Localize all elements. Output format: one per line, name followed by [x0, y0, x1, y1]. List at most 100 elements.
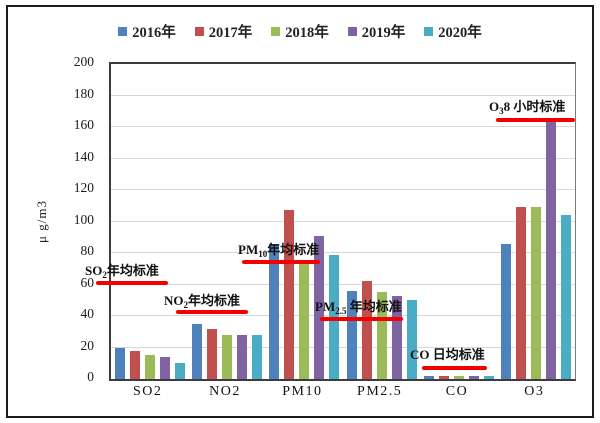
- standard-label-part: 10: [258, 249, 268, 259]
- standard-label-part: NO: [164, 293, 184, 308]
- gridline: [111, 346, 575, 348]
- gridline: [111, 315, 575, 316]
- bar: [501, 243, 512, 379]
- gridline: [111, 94, 575, 96]
- standard-label-part: 8 小时标准: [503, 99, 566, 114]
- legend-swatch-icon: [271, 26, 281, 36]
- standard-line: [320, 316, 403, 321]
- y-tick-label: 60: [80, 274, 95, 290]
- standard-label-part: O: [489, 99, 500, 114]
- standard-label-part: 2: [102, 270, 107, 280]
- x-axis-label: CO: [445, 384, 469, 399]
- bar: [299, 264, 310, 379]
- standard-line: [242, 260, 320, 265]
- standard-label: NO2年均标准: [164, 293, 240, 313]
- legend-swatch-icon: [347, 26, 357, 36]
- legend-label: 2020年: [438, 24, 482, 41]
- standard-label: PM10年均标准: [238, 242, 319, 262]
- standard-label-part: 年均标准: [106, 263, 159, 278]
- bar: [406, 300, 417, 379]
- legend: 2016年 2017年 2018年 2019年 2020年: [0, 20, 600, 42]
- bar: [144, 355, 155, 379]
- standard-label-part: 年均标准: [267, 242, 320, 257]
- standard-label-part: 年均标准: [188, 293, 241, 308]
- bar: [192, 323, 202, 379]
- y-tick-label: 40: [80, 306, 95, 321]
- y-tick-label: 120: [73, 180, 94, 195]
- legend-label: 2018年: [285, 24, 329, 41]
- x-axis-label: NO2: [209, 384, 241, 399]
- standard-label: CO 日均标准: [410, 347, 485, 367]
- gridline: [111, 189, 575, 190]
- bar: [252, 334, 262, 379]
- legend-label: 2016年: [132, 24, 176, 41]
- standard-line: [96, 280, 168, 285]
- bar: [546, 119, 557, 379]
- bar: [237, 334, 247, 379]
- y-tick-label: 80: [80, 243, 95, 258]
- standard-label-part: 日均标准: [429, 347, 485, 362]
- standard-label-part: PM: [315, 299, 336, 314]
- bar: [469, 375, 479, 379]
- legend-item: 2019年: [347, 21, 406, 42]
- gridline: [111, 220, 575, 222]
- legend-item: 2016年: [118, 21, 176, 42]
- gridline: [111, 283, 575, 285]
- standard-label-part: CO: [410, 347, 430, 362]
- y-tick-label: 180: [73, 85, 94, 101]
- bar: [174, 363, 185, 379]
- legend-swatch-icon: [194, 26, 204, 36]
- bar: [439, 375, 449, 379]
- bar: [516, 207, 527, 379]
- legend-label: 2017年: [208, 24, 253, 41]
- bar: [361, 281, 372, 379]
- standard-label-part: SO: [85, 263, 103, 278]
- x-axis-label: SO2: [132, 384, 163, 399]
- y-tick-label: 200: [73, 54, 94, 69]
- bar: [376, 292, 387, 379]
- bar: [454, 375, 464, 379]
- bar: [129, 350, 140, 379]
- bar: [561, 215, 572, 379]
- standard-label-part: 3: [499, 106, 504, 116]
- bar: [531, 207, 542, 379]
- x-axis-label: PM2.5: [357, 384, 403, 399]
- bar: [159, 356, 170, 379]
- standard-label-part: 年均标准: [346, 299, 402, 314]
- x-axis-label: PM10: [282, 384, 323, 399]
- y-tick-label: 20: [80, 337, 95, 353]
- bar: [222, 334, 232, 379]
- legend-item: 2017年: [194, 21, 253, 42]
- legend-item: 2018年: [271, 21, 329, 42]
- bar: [314, 235, 325, 379]
- bar: [346, 290, 357, 379]
- bar: [391, 295, 402, 379]
- x-axis-label: O3: [524, 384, 545, 399]
- standard-line: [422, 365, 487, 370]
- bar: [484, 375, 494, 379]
- y-tick-label: 100: [73, 211, 94, 227]
- legend-label: 2019年: [361, 24, 406, 41]
- gridline: [111, 126, 575, 127]
- standard-label: O38 小时标准: [489, 99, 565, 119]
- gridline: [111, 157, 575, 159]
- plot-area: SO2年均标准 NO2年均标准 PM10年均标准 PM2.5 年均标准 CO 日均标准 O…: [85, 62, 576, 381]
- standard-label: SO2年均标准: [85, 263, 159, 283]
- standard-label: PM2.5 年均标准: [315, 299, 402, 319]
- legend-swatch-icon: [424, 26, 434, 36]
- y-tick-label: 0: [87, 369, 94, 384]
- gridline: [111, 252, 575, 253]
- bar: [207, 328, 217, 379]
- bar: [269, 243, 280, 379]
- legend-item: 2020年: [424, 21, 482, 42]
- standard-line: [176, 310, 248, 315]
- standard-line: [496, 118, 575, 123]
- y-tick-label: 140: [73, 148, 94, 164]
- standard-label-part: PM: [238, 242, 259, 257]
- standard-label-part: 2.5: [335, 306, 347, 316]
- legend-swatch-icon: [118, 26, 128, 36]
- bar: [114, 347, 125, 379]
- bar: [424, 375, 434, 379]
- bar: [284, 210, 295, 379]
- y-tick-label: 160: [73, 117, 94, 132]
